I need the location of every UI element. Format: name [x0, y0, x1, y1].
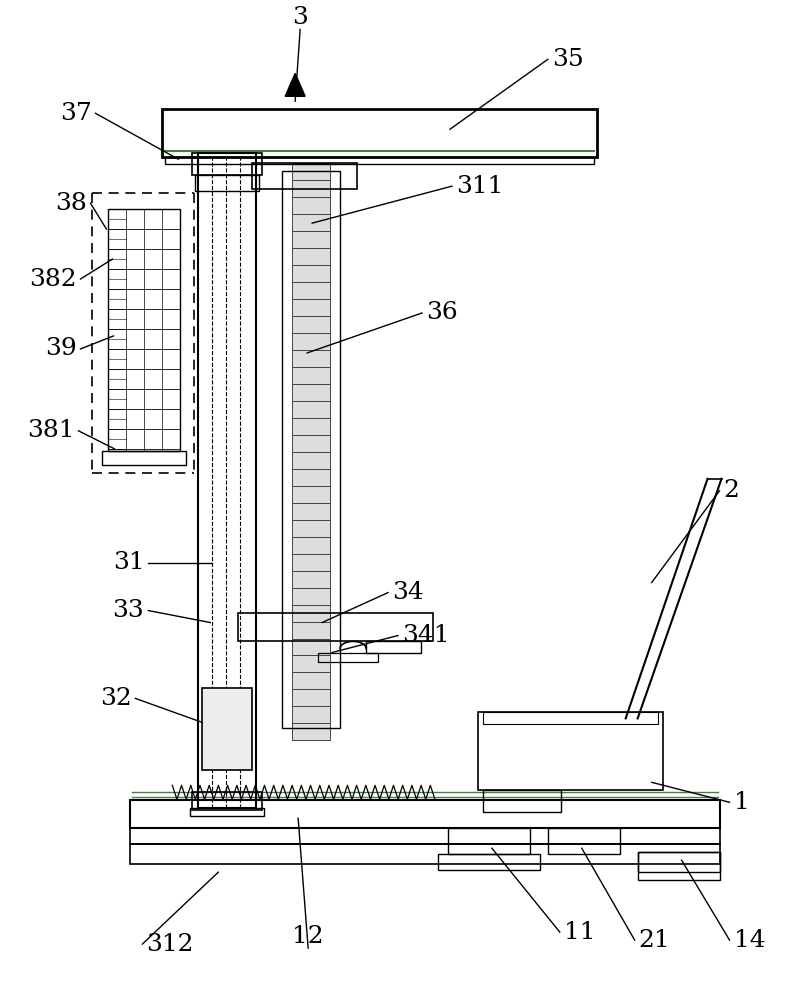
Bar — [238, 613, 433, 641]
Bar — [291, 435, 330, 452]
Bar — [438, 854, 539, 870]
Bar — [130, 828, 719, 844]
Text: 36: 36 — [426, 301, 457, 324]
Bar — [291, 706, 330, 723]
Bar — [637, 852, 719, 872]
Bar — [202, 688, 252, 770]
Bar — [547, 828, 619, 854]
Bar — [291, 180, 330, 197]
Bar — [291, 469, 330, 486]
Text: 33: 33 — [112, 599, 145, 622]
Text: 32: 32 — [100, 687, 131, 710]
Bar — [291, 163, 330, 180]
Bar — [318, 653, 377, 662]
Bar — [291, 231, 330, 248]
Bar — [190, 808, 264, 816]
Bar — [291, 299, 330, 316]
Bar — [477, 712, 662, 790]
Text: 21: 21 — [638, 929, 670, 952]
Text: 11: 11 — [563, 921, 594, 944]
Bar — [291, 282, 330, 299]
Text: 312: 312 — [146, 933, 194, 956]
Bar — [291, 452, 330, 469]
Polygon shape — [285, 73, 305, 96]
Bar — [102, 451, 186, 465]
Bar — [483, 712, 657, 724]
Bar — [291, 265, 330, 282]
Text: 37: 37 — [59, 102, 92, 125]
Bar — [198, 153, 256, 808]
Bar — [483, 790, 560, 812]
Bar — [291, 418, 330, 435]
Bar — [291, 520, 330, 537]
Bar — [252, 163, 357, 189]
Bar — [291, 367, 330, 384]
Bar — [365, 641, 421, 653]
Bar — [162, 109, 596, 157]
Bar — [291, 316, 330, 333]
Bar — [291, 571, 330, 588]
Bar — [291, 639, 330, 655]
Bar — [447, 828, 529, 854]
Bar — [291, 689, 330, 706]
Text: 35: 35 — [551, 48, 583, 71]
Bar — [291, 655, 330, 672]
Bar — [291, 214, 330, 231]
Bar — [291, 197, 330, 214]
Bar — [291, 537, 330, 554]
Bar — [130, 800, 719, 828]
Bar — [291, 588, 330, 605]
Text: 39: 39 — [45, 337, 76, 360]
Bar — [291, 605, 330, 622]
Bar — [291, 248, 330, 265]
Text: 12: 12 — [292, 925, 324, 948]
Text: 34: 34 — [392, 581, 423, 604]
Bar — [192, 153, 262, 175]
Bar — [291, 350, 330, 367]
Bar — [192, 792, 262, 810]
Bar — [282, 171, 340, 728]
Text: 311: 311 — [455, 175, 503, 198]
Text: 2: 2 — [723, 479, 739, 502]
Text: 341: 341 — [402, 624, 449, 647]
Bar — [291, 401, 330, 418]
Bar — [291, 672, 330, 689]
Text: 381: 381 — [27, 419, 75, 442]
Text: 3: 3 — [291, 6, 308, 29]
Bar — [291, 486, 330, 503]
Bar — [291, 622, 330, 639]
Bar — [291, 503, 330, 520]
Bar — [291, 333, 330, 350]
Text: 1: 1 — [732, 791, 748, 814]
Bar — [291, 384, 330, 401]
Bar — [165, 157, 593, 164]
Text: 382: 382 — [29, 268, 76, 291]
Bar — [291, 554, 330, 571]
Bar — [637, 852, 719, 880]
Bar — [195, 175, 259, 191]
Text: 38: 38 — [55, 192, 87, 215]
Bar — [130, 844, 719, 864]
Bar — [291, 723, 330, 740]
Text: 31: 31 — [112, 551, 145, 574]
Text: 14: 14 — [732, 929, 764, 952]
Bar — [108, 209, 180, 451]
